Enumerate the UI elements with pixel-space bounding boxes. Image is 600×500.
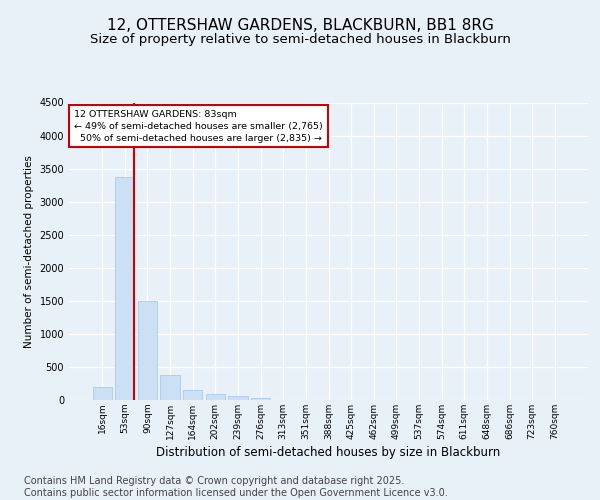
Text: Size of property relative to semi-detached houses in Blackburn: Size of property relative to semi-detach… xyxy=(89,32,511,46)
Text: 12, OTTERSHAW GARDENS, BLACKBURN, BB1 8RG: 12, OTTERSHAW GARDENS, BLACKBURN, BB1 8R… xyxy=(107,18,493,32)
Bar xyxy=(206,394,225,400)
Bar xyxy=(138,301,157,400)
Bar xyxy=(229,396,248,400)
Bar xyxy=(92,387,112,400)
Bar xyxy=(183,390,202,400)
Bar xyxy=(251,398,270,400)
Bar xyxy=(115,176,134,400)
Text: 12 OTTERSHAW GARDENS: 83sqm
← 49% of semi-detached houses are smaller (2,765)
  : 12 OTTERSHAW GARDENS: 83sqm ← 49% of sem… xyxy=(74,110,323,142)
Bar xyxy=(160,375,180,400)
X-axis label: Distribution of semi-detached houses by size in Blackburn: Distribution of semi-detached houses by … xyxy=(157,446,500,459)
Y-axis label: Number of semi-detached properties: Number of semi-detached properties xyxy=(24,155,34,348)
Text: Contains HM Land Registry data © Crown copyright and database right 2025.
Contai: Contains HM Land Registry data © Crown c… xyxy=(24,476,448,498)
